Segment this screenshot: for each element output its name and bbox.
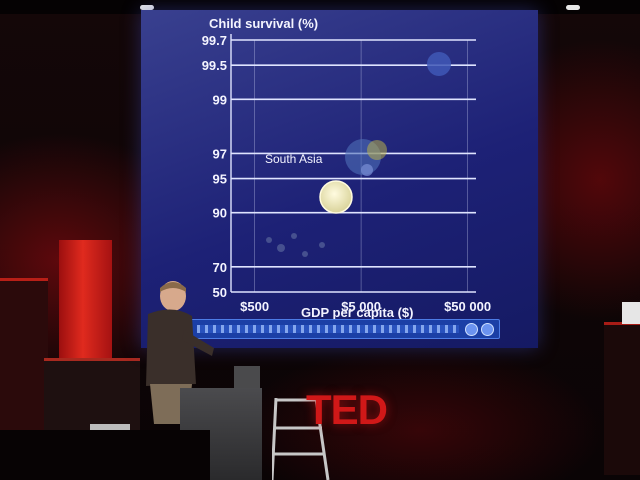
country-bubble	[266, 237, 272, 243]
y-axis-ticks: 99.7 99.5 99 97 95 90 70 50	[202, 33, 227, 300]
y-tick-label: 99.7	[202, 33, 227, 48]
stage-block-right	[604, 322, 640, 475]
bubble-chart: 99.7 99.5 99 97 95 90 70 50 $500 $5 000 $50 000 C…	[202, 16, 491, 320]
x-tick-label: $5 000	[341, 299, 381, 314]
south-asia-bubble	[319, 180, 353, 214]
y-tick-label: 97	[213, 146, 227, 161]
podium-laptop	[234, 366, 260, 392]
y-axis-title: Child survival (%)	[209, 16, 318, 31]
y-tick-label: 70	[213, 260, 227, 275]
country-bubble	[367, 140, 387, 160]
y-tick-label: 95	[213, 172, 227, 187]
country-bubble	[427, 52, 451, 76]
x-axis-ticks: $500 $5 000 $50 000	[240, 299, 491, 314]
timeline-slider[interactable]	[197, 325, 459, 333]
country-bubble	[302, 251, 308, 257]
x-tick-label: $500	[240, 299, 269, 314]
y-tick-label: 99.5	[202, 58, 227, 73]
y-tick-label: 90	[213, 206, 227, 221]
y-tick-label: 50	[213, 285, 227, 300]
red-pillar	[59, 240, 112, 360]
country-bubble	[277, 244, 285, 252]
ceiling-light	[566, 5, 580, 10]
step-ladder	[272, 398, 330, 480]
projection-screen: 99.7 99.5 99 97 95 90 70 50 $500 $5 000 $50 000 C…	[141, 10, 538, 348]
gridlines	[230, 34, 476, 293]
y-tick-label: 99	[213, 92, 227, 107]
ted-logo: TED	[306, 386, 388, 433]
play-button[interactable]	[465, 323, 478, 336]
options-button[interactable]	[481, 323, 494, 336]
region-label: South Asia	[265, 152, 323, 166]
x-tick-label: $50 000	[444, 299, 491, 314]
country-bubble	[319, 242, 325, 248]
stage-block-left	[0, 278, 48, 431]
country-bubble	[361, 164, 373, 176]
timeline-control[interactable]	[190, 319, 500, 339]
foreground-silhouette	[0, 430, 210, 480]
x-axis-title: GDP per capita ($)	[301, 305, 413, 320]
country-bubble	[291, 233, 297, 239]
stage-device	[622, 302, 640, 324]
ceiling-light	[140, 5, 154, 10]
